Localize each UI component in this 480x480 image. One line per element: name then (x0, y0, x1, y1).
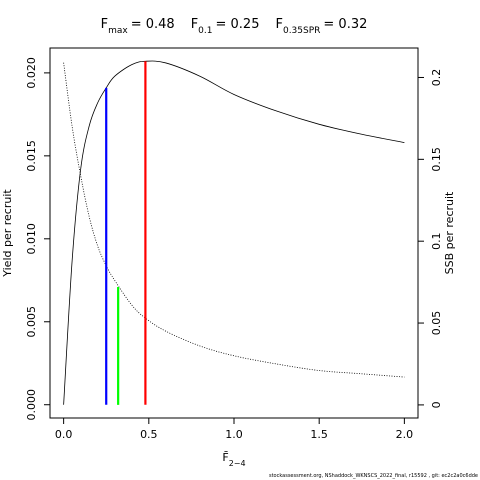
y-tick-label: 0.020 (25, 57, 38, 89)
title-value: = 0.48 (131, 17, 175, 32)
y2-tick-label: 0.2 (430, 69, 443, 87)
title-symbol: F (191, 17, 198, 32)
y-tick-label: 0.015 (25, 140, 38, 172)
series-line (63, 60, 405, 405)
y2-tick-label: 0.1 (430, 232, 443, 250)
x-label-sub: 2−4 (229, 459, 246, 468)
x-label-symbol: F̄ (222, 451, 228, 464)
footer: stockassessment.org, NShaddock_WKNSCS_20… (269, 473, 478, 479)
title-value: = 0.25 (216, 17, 260, 32)
y-tick-label: 0.010 (25, 223, 38, 255)
y2-axis-label: SSB per recruit (443, 191, 456, 274)
x-tick-label: 2.0 (396, 428, 414, 441)
title-sub: 0.1 (198, 26, 212, 36)
y2-tick-label: 0.05 (430, 311, 443, 336)
chart-title: Fmax = 0.48 F0.1 = 0.25 F0.35SPR = 0.32 (101, 17, 368, 36)
y2-tick-label: 0.15 (430, 147, 443, 172)
y-tick-label: 0.000 (25, 389, 38, 421)
series-line (63, 62, 405, 378)
title-value: = 0.32 (323, 17, 367, 32)
title-symbol: F (275, 17, 282, 32)
x-tick-label: 0.0 (55, 428, 73, 441)
title-symbol: F (101, 17, 108, 32)
x-tick-label: 0.5 (140, 428, 158, 441)
x-tick-label: 1.0 (225, 428, 243, 441)
title-sub: 0.35SPR (283, 26, 320, 36)
x-axis-label: F̄2−4 (222, 451, 245, 468)
y2-tick-label: 0 (430, 401, 443, 408)
y-tick-label: 0.005 (25, 306, 38, 338)
y-axis-label: Yield per recruit (1, 189, 14, 278)
x-tick-label: 1.5 (310, 428, 328, 441)
title-sub: max (108, 26, 128, 36)
